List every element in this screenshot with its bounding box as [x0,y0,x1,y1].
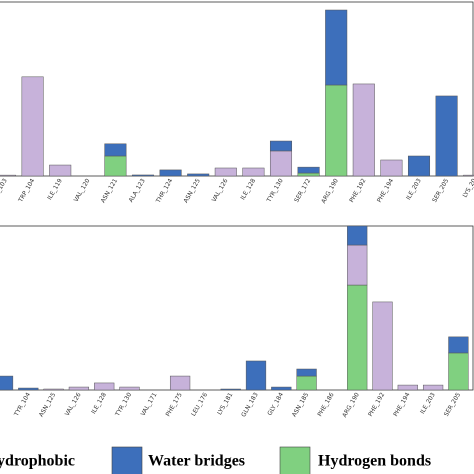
bar-segment [269,140,293,152]
bar-segment [245,360,267,391]
bar-segment [372,301,393,391]
bar-segment [297,172,320,177]
bar-segment [448,336,469,354]
legend-label: Hydrogen bonds [318,453,431,470]
x-tick-label: TYR_130 [114,391,134,418]
x-tick-label: LYS_181 [216,391,234,416]
x-tick-label: PHE_186 [316,391,335,417]
bar-segment [104,155,127,177]
x-tick-label: SER_205 [443,391,462,417]
x-tick-label: GLY_184 [266,391,285,417]
bar-segment [463,174,474,177]
bar-segment [94,382,115,391]
x-tick-label: ALA_123 [128,177,147,203]
x-tick-label: ARG_190 [320,177,340,204]
bar-segment [435,95,458,177]
legend-label: Hydrophobic [0,453,75,470]
x-tick-label: THR_124 [154,177,174,205]
x-tick-label: ILE_128 [239,177,257,201]
bar-segment [347,284,368,391]
legend-swatch [111,446,143,474]
x-tick-label: TYR_130 [265,177,285,204]
x-tick-label: PHE_194 [392,391,411,417]
x-tick-label: ILE_119 [46,177,64,201]
bar-segment [297,166,320,174]
x-tick-label: VAL_120 [73,177,92,203]
bar-segment [187,173,210,177]
x-tick-label: ASN_125 [38,391,58,418]
bar-segment [21,76,44,177]
bar-segment [325,9,348,86]
bar-segment [296,375,317,391]
x-tick-label: ILE_128 [90,391,108,415]
x-tick-label: ASN_121 [100,177,120,204]
bar-segment [352,83,375,177]
x-tick-label: PHE_192 [367,391,386,417]
bar-segment [0,174,17,177]
bar-segment [169,375,191,391]
x-tick-label: ASN_185 [291,391,311,418]
x-tick-label: ARG_190 [341,391,361,418]
x-tick-label: PHE_192 [348,177,367,203]
x-tick-label: TRP_104 [17,177,37,204]
x-tick-label: TYR_104 [12,391,32,418]
bar-segment [269,150,293,177]
bar-segment [18,387,39,391]
bar-segment [271,386,292,391]
bar-segment [407,155,431,177]
legend-swatch [279,446,311,474]
x-tick-label: PHE_194 [376,177,395,203]
bar-segment [380,159,403,177]
x-tick-label: GLN_183 [240,391,260,418]
legend-label: Water bridges [148,453,245,470]
bar-segment [104,143,127,157]
plot-frame [0,225,474,391]
bar-segment [347,225,368,246]
x-tick-label: ASN_125 [182,177,202,204]
x-tick-label: SER_172 [293,177,312,203]
bar-segment [119,386,140,391]
x-tick-label: ILE_203 [419,391,437,415]
bar-segment [347,244,368,286]
x-tick-label: ILE_203 [405,177,423,201]
bar-segment [422,384,444,391]
plot-frame [0,1,474,177]
x-tick-label: LEU_176 [190,391,209,417]
bar-segment [397,384,418,391]
bar-segment [220,388,241,391]
bar-segment [49,164,72,177]
bar-segment [242,167,265,177]
x-tick-label: VAL_126 [211,177,230,203]
x-tick-label: LYS_20 [462,177,474,199]
x-tick-label: VAL_126 [64,391,83,417]
bar-segment [0,375,14,391]
bar-segment [214,167,237,177]
bar-segment [448,352,469,391]
bar-segment [68,386,90,391]
x-tick-label: _103 [0,177,9,194]
x-tick-label: VAL_171 [140,391,159,417]
bar-segment [296,368,317,377]
bar-segment [159,169,182,177]
x-tick-label: SER_205 [431,177,450,203]
bar-segment [43,388,64,391]
bar-segment [131,174,155,177]
x-tick-label: PHE_175 [165,391,184,417]
bar-segment [325,84,348,177]
